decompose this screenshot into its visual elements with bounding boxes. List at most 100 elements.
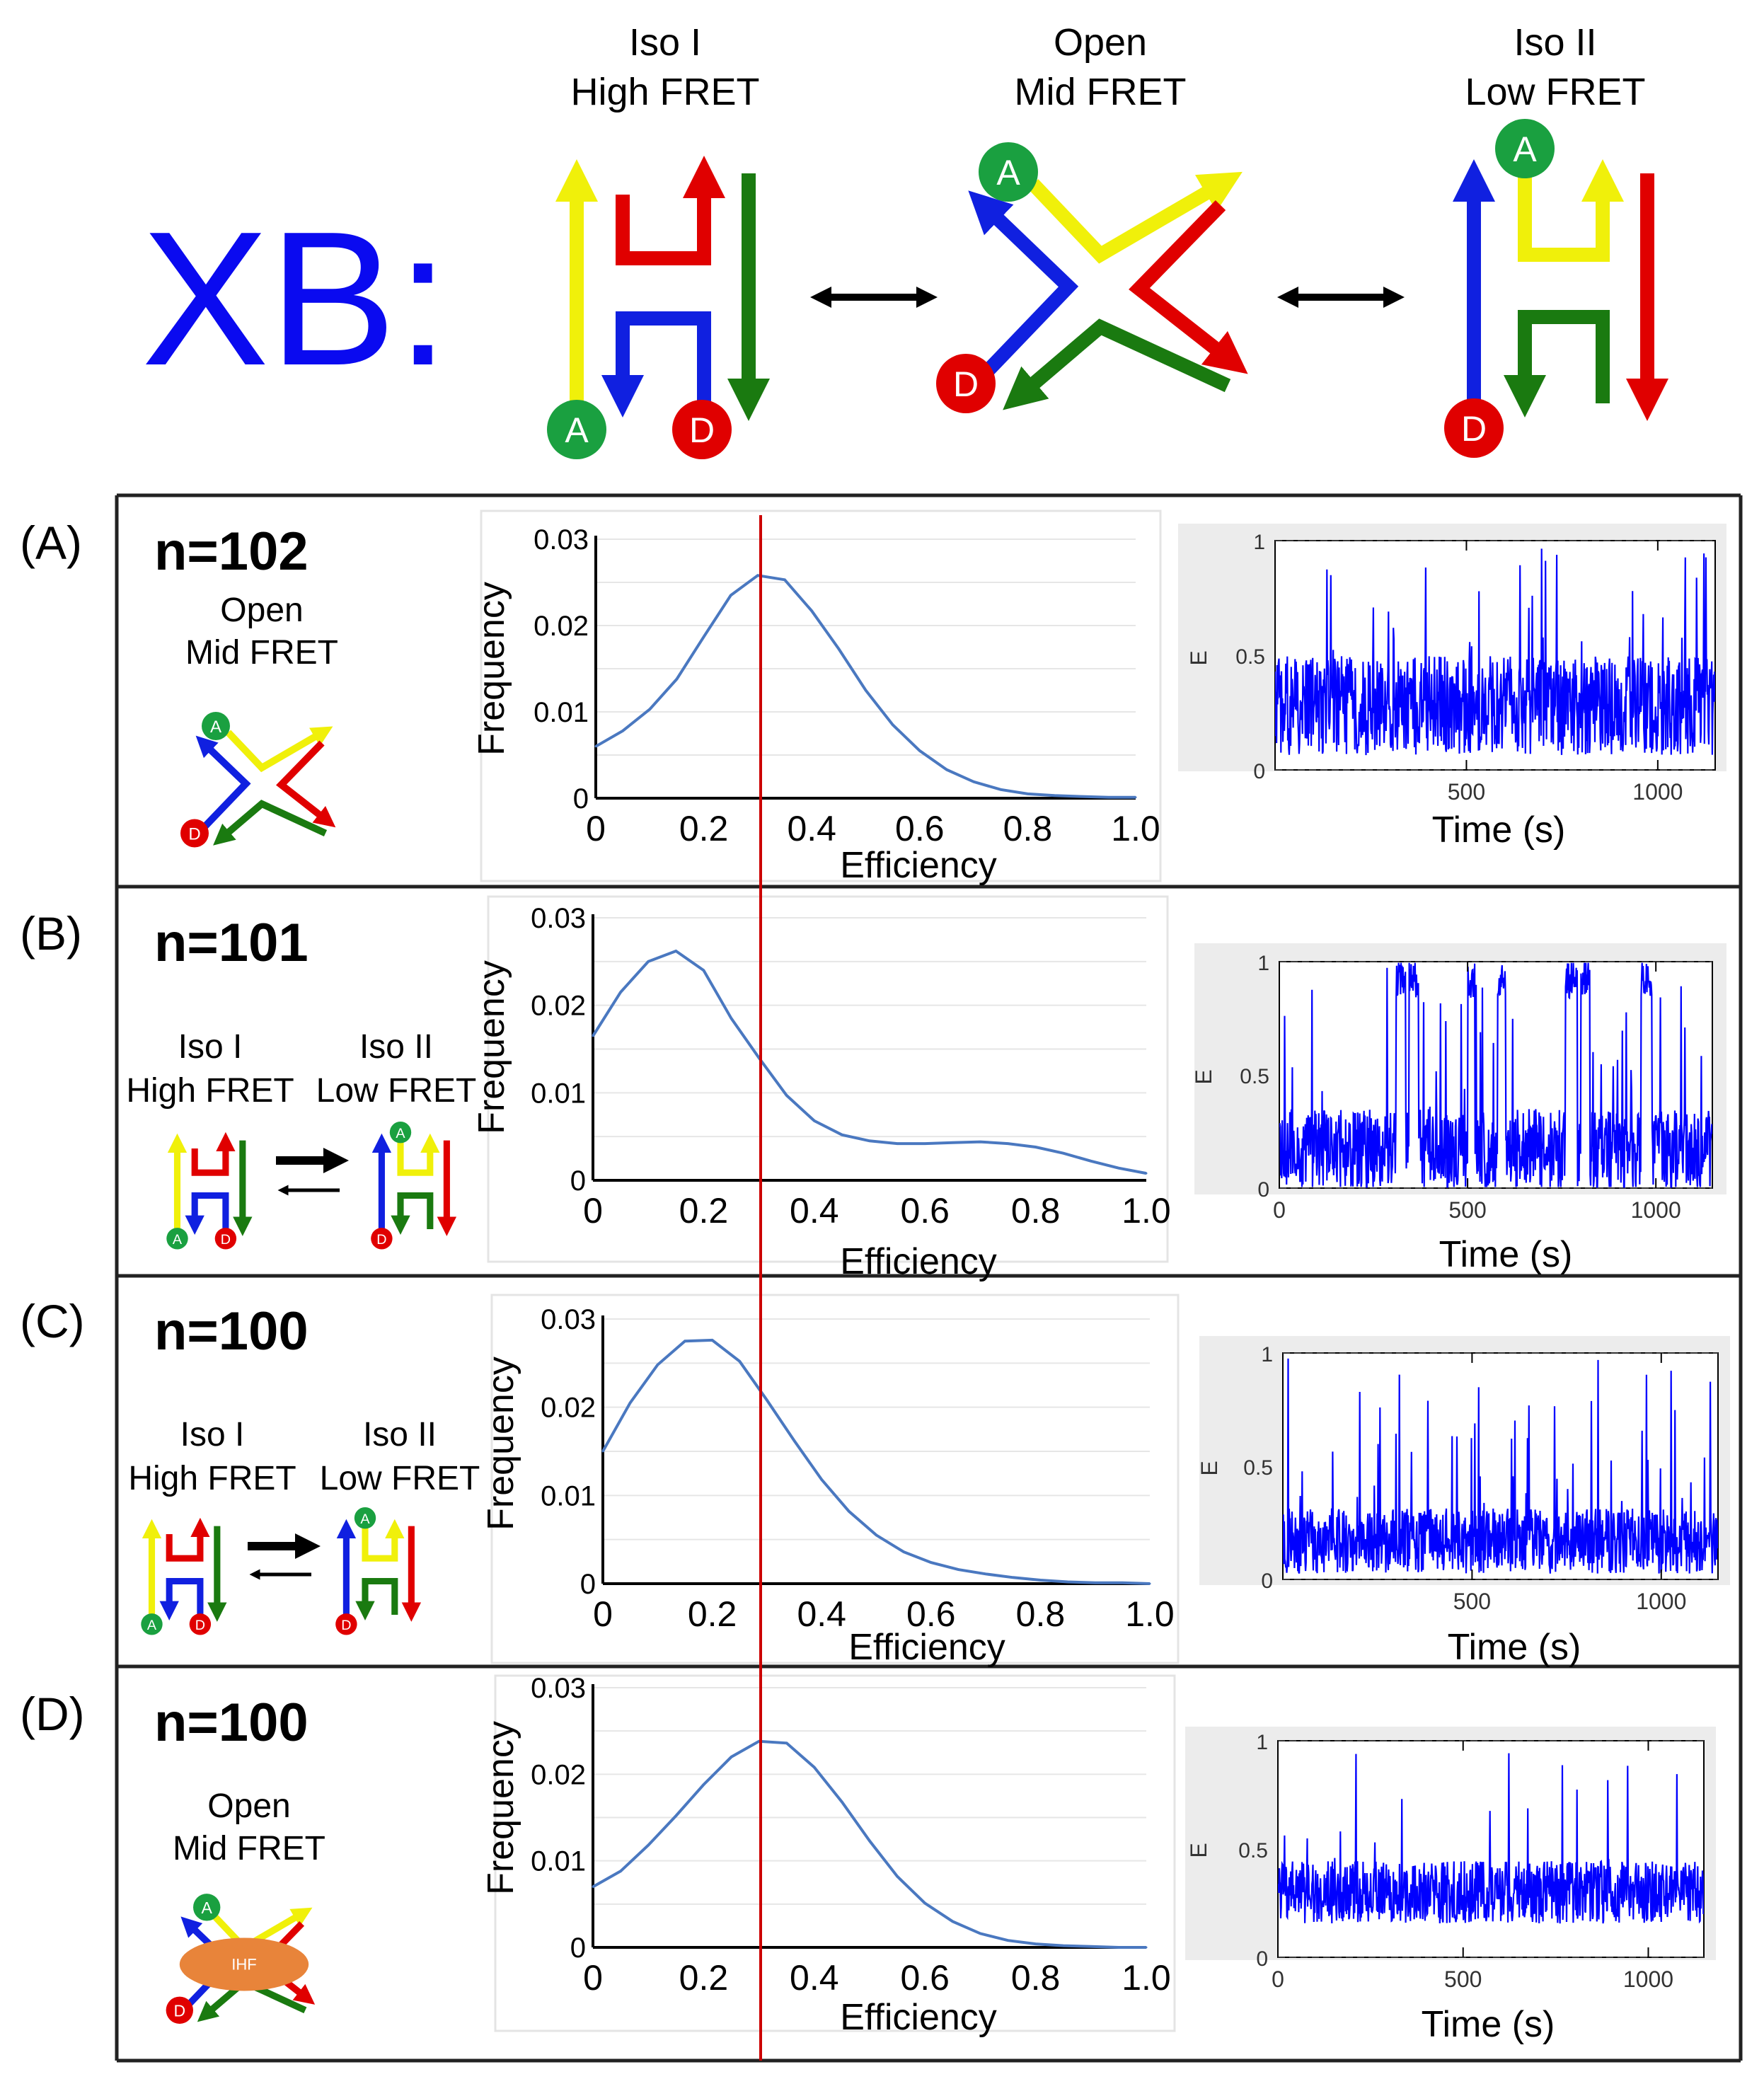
histogram-panel-A: 0 0.01 0.02 0.03 0 0.2 0.4 0.6 0.8 1.0 Efficiency F… [471,509,1162,886]
y-tick-label: 0.01 [531,1846,586,1877]
x-tick-label: 1.0 [1111,809,1160,848]
histogram-point [793,1439,796,1442]
x-tick-label: 500 [1448,1197,1486,1223]
histogram-point [684,1340,686,1342]
state-title-open-line2: Mid FRET [1015,71,1187,113]
y-tick-label: 0 [1261,1570,1273,1593]
y-tick-label: 1 [1257,952,1269,975]
histogram-point [621,730,624,732]
strand-green [1003,318,1231,410]
y-tick-label: 0.03 [531,903,586,934]
strand-yellow [1027,171,1243,264]
x-tick-label: 0.2 [679,1191,729,1231]
junction-open: A D [936,142,1248,413]
histogram-point [1121,1582,1124,1584]
svg-text:A: A [202,1899,213,1917]
caption-iso1: Iso I [178,1028,243,1066]
histogram-point [813,1766,816,1769]
histogram-point [892,723,894,726]
x-axis-label: Time (s) [1448,1627,1581,1668]
histogram-point [999,788,1002,791]
histogram-point [1007,1939,1009,1942]
x-tick-label: 0 [586,809,606,848]
y-axis-label: E [1186,1843,1211,1858]
state-title-open-line1: Open [1054,21,1147,64]
n-count: n=101 [154,913,309,973]
histogram-point [1107,796,1110,799]
y-tick-label: 0.02 [541,1393,596,1424]
histogram-point [1026,793,1029,795]
y-axis-label: E [1186,650,1211,665]
iso1-junction-icon: A D [141,1517,227,1635]
state-title-iso2-line2: Low FRET [1465,71,1645,113]
x-axis-label: Efficiency [840,845,997,886]
donor-dot [672,400,732,459]
histogram-point [930,1561,933,1564]
y-tick-label: 0.03 [534,524,589,555]
y-tick-label: 0.02 [531,1759,586,1790]
histogram-point [1007,1142,1009,1145]
x-tick-label: 0.6 [906,1594,956,1634]
x-tick-label: 0.4 [787,809,836,848]
y-tick-label: 0 [1257,1178,1269,1202]
histogram-point [730,594,732,597]
x-tick-label: 0.8 [1016,1594,1066,1634]
x-tick-label: 500 [1448,779,1485,805]
x-tick-label: 0.4 [797,1594,846,1634]
histogram-point [896,1875,899,1878]
ihf-protein [179,1937,309,1991]
histogram-point [730,1756,732,1758]
histogram-frame [487,895,1169,1263]
iso2-junction-icon: A D [335,1507,422,1635]
strand-blue [968,190,1079,376]
trace-panel-C-trace: 500 1000 0 0.5 1 E Time (s) [1197,1336,1730,1668]
x-tick-label: 1.0 [1125,1594,1175,1634]
y-tick-label: 0.01 [534,697,589,728]
donor-label: D [1461,409,1487,449]
histogram-point [730,1017,732,1020]
fret-trace-line [1275,548,1715,756]
n-count: n=102 [154,522,309,582]
histogram-point [674,950,677,952]
open-junction-icon: A D [180,712,336,848]
caption-line1: Open [207,1787,290,1825]
histogram-point [1090,1945,1093,1948]
donor-dot [1444,398,1504,458]
histogram-point [703,635,705,638]
caption-low-fret: Low FRET [320,1460,480,1497]
histogram-point [738,1360,741,1363]
histogram-point [1080,795,1083,798]
caption-low-fret: Low FRET [316,1072,477,1110]
open-junction-with-ihf-icon: IHF A D [166,1894,316,2024]
n-count: n=100 [154,1693,309,1753]
caption-iso2: Iso II [359,1028,433,1066]
donor-label: D [689,410,715,450]
histogram-point [647,1844,650,1847]
x-tick-label: 0.2 [688,1594,737,1634]
histogram-point [785,1741,788,1744]
caption-high-fret: High FRET [126,1072,294,1110]
histogram-point [1148,1582,1151,1585]
x-tick-label: 0 [583,1191,603,1231]
histogram-point [813,1119,816,1122]
n-count: n=100 [154,1301,309,1361]
svg-text:D: D [195,1618,205,1633]
y-tick-label: 1 [1261,1343,1273,1366]
svg-text:D: D [376,1232,386,1248]
histogram-frame [494,1674,1176,2032]
histogram-point [1034,1942,1037,1945]
histogram-point [619,1870,622,1872]
histogram-point [1062,1152,1065,1155]
state-title-iso1-line2: High FRET [570,71,759,113]
y-tick-label: 0.5 [1235,645,1265,669]
row-tag: (C) [20,1295,85,1347]
caption-iso1: Iso I [180,1416,245,1453]
state-title-iso1-line1: Iso I [629,21,701,64]
histogram-point [1134,796,1137,799]
histogram-point [629,1401,632,1404]
iso2-junction-icon: A D [371,1122,457,1250]
x-axis-label: Efficiency [840,1241,997,1282]
histogram-point [979,1932,981,1935]
histogram-point [702,1783,705,1786]
histogram-point [848,1510,851,1513]
